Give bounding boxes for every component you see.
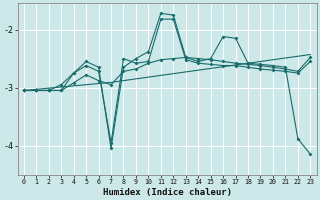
X-axis label: Humidex (Indice chaleur): Humidex (Indice chaleur) — [103, 188, 232, 197]
